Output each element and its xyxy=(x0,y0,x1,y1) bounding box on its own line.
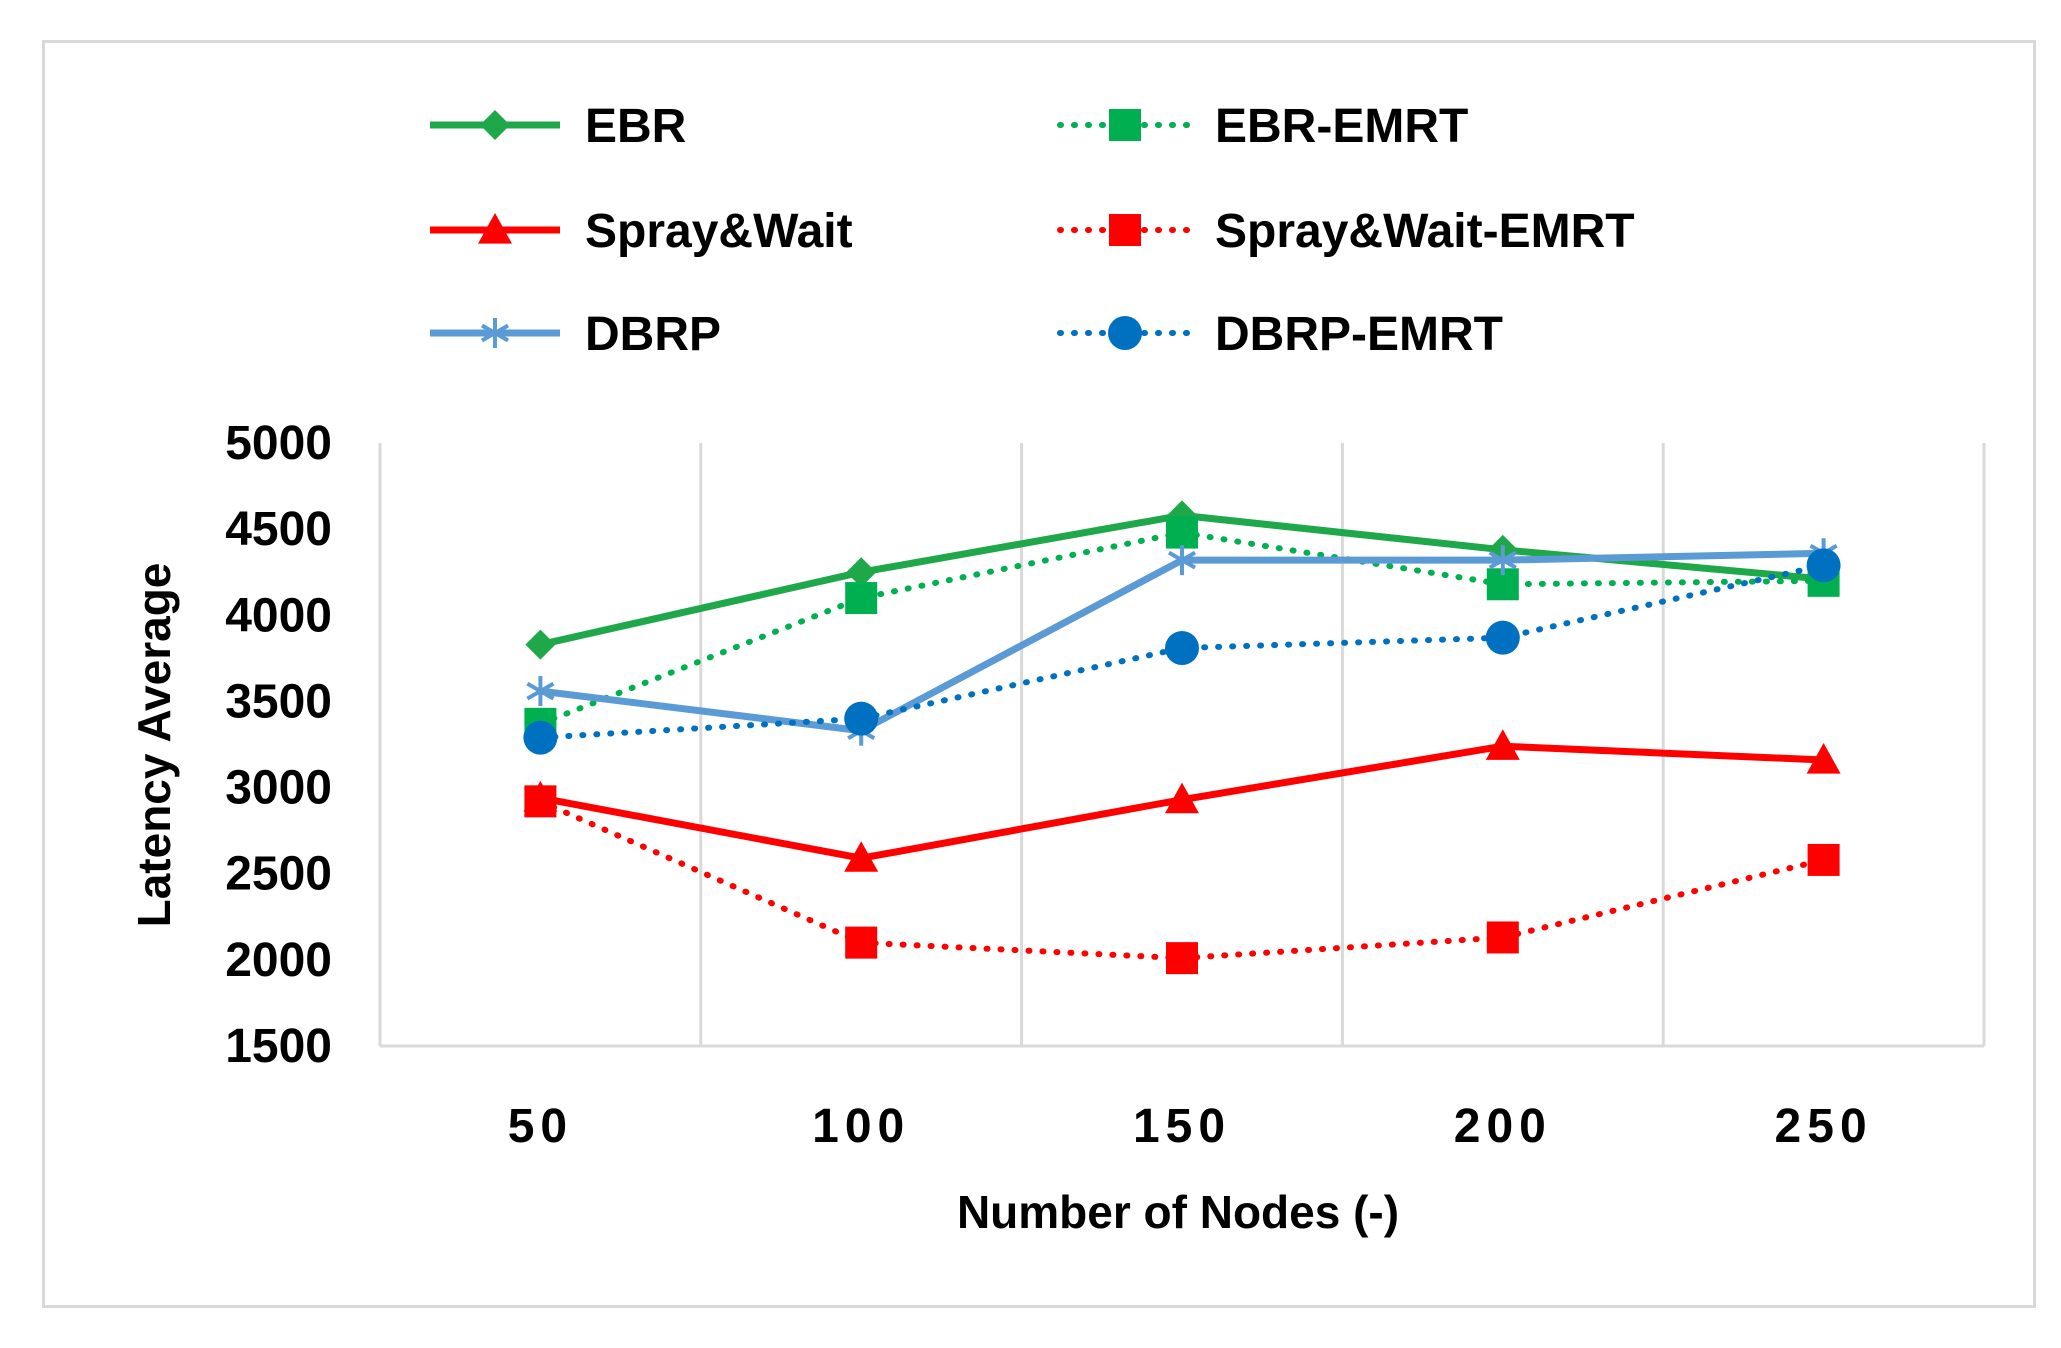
legend-swatch-marker xyxy=(1109,109,1141,141)
data-point-dbrp-emrt xyxy=(1165,631,1199,666)
data-point-ebr-emrt xyxy=(1166,516,1198,549)
data-point-spray-wait-emrt xyxy=(845,926,878,959)
legend-label: EBR xyxy=(585,100,686,153)
data-point-spray-wait-emrt xyxy=(524,785,557,818)
data-point-dbrp-emrt xyxy=(523,720,558,755)
data-point-ebr xyxy=(525,629,556,660)
data-point-dbrp xyxy=(1488,545,1517,576)
data-point-dbrp-emrt xyxy=(1806,548,1841,583)
y-tick-label: 3000 xyxy=(225,762,332,815)
x-tick-label: 200 xyxy=(1454,1100,1552,1153)
legend-swatch-marker xyxy=(480,318,510,348)
legend-swatch-marker xyxy=(478,213,512,244)
x-tick-label: 100 xyxy=(812,1100,910,1153)
asterisk-stroke xyxy=(526,681,555,701)
data-point-spray-wait-emrt xyxy=(1486,921,1519,954)
data-point-spray-wait xyxy=(1165,782,1199,814)
series-spray-wait-emrt xyxy=(524,785,1840,975)
data-point-spray-wait-emrt xyxy=(1166,942,1198,975)
legend-item-spray-wait-emrt: Spray&Wait-EMRT xyxy=(1057,205,1635,258)
x-tick-label: 150 xyxy=(1133,1100,1231,1153)
y-tick-label: 2500 xyxy=(225,848,332,901)
y-tick-label: 5000 xyxy=(225,417,332,470)
y-axis-title: Latency Average xyxy=(128,563,180,928)
legend-item-dbrp-emrt: DBRP-EMRT xyxy=(1057,308,1503,361)
y-tick-label: 3500 xyxy=(225,675,332,728)
legend-item-dbrp: DBRP xyxy=(430,308,721,361)
x-axis-title: Number of Nodes (-) xyxy=(957,1186,1399,1238)
legend-item-ebr-emrt: EBR-EMRT xyxy=(1057,100,1468,153)
legend-swatch-marker xyxy=(1109,214,1141,246)
y-tick-label: 2000 xyxy=(225,934,332,987)
axis-layer: 1500 2000 2500 3000 3500 4000 4500 5000 50 100 150… xyxy=(225,417,1984,1153)
x-tick-label: 50 xyxy=(508,1100,573,1153)
legend-swatch-marker xyxy=(1108,316,1142,350)
data-point-dbrp xyxy=(526,676,555,707)
legend: EBR EBR-EMRT Spray&Wait Spray&Wait-EMRT DBRP… xyxy=(430,100,1635,361)
series-spray-wait xyxy=(523,729,1841,872)
data-point-ebr xyxy=(846,557,877,588)
y-tick-label: 4500 xyxy=(225,503,332,556)
data-point-dbrp-emrt xyxy=(1485,620,1520,655)
series-line-spray-wait-emrt xyxy=(537,798,1827,962)
data-point-spray-wait-emrt xyxy=(1807,843,1840,876)
y-tick-label: 4000 xyxy=(225,589,332,642)
data-point-spray-wait xyxy=(844,841,879,872)
series-dbrp-emrt xyxy=(523,548,1841,755)
legend-label: Spray&Wait-EMRT xyxy=(1215,205,1635,258)
legend-label: DBRP xyxy=(585,308,721,361)
x-tick-label: 250 xyxy=(1775,1100,1873,1153)
asterisk-stroke xyxy=(1488,550,1517,570)
legend-label: DBRP-EMRT xyxy=(1215,308,1503,361)
series-layer xyxy=(523,500,1841,975)
data-point-dbrp-emrt xyxy=(844,701,879,736)
asterisk-stroke xyxy=(480,323,510,343)
chart-frame xyxy=(42,40,2036,1308)
legend-label: Spray&Wait xyxy=(585,205,853,258)
series-line-dbrp-emrt xyxy=(537,562,1827,741)
legend-item-ebr: EBR xyxy=(430,100,686,153)
data-point-spray-wait xyxy=(1485,729,1520,760)
data-point-spray-wait xyxy=(1806,743,1841,774)
y-tick-label: 1500 xyxy=(225,1020,332,1073)
data-point-ebr-emrt xyxy=(845,582,878,615)
asterisk-stroke xyxy=(1167,550,1197,570)
legend-label: EBR-EMRT xyxy=(1215,100,1468,153)
legend-item-spray-wait: Spray&Wait xyxy=(430,205,853,258)
data-point-dbrp xyxy=(1167,545,1197,576)
legend-swatch-marker xyxy=(480,110,510,140)
